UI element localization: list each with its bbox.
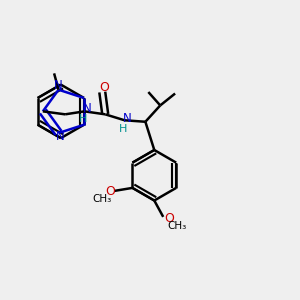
Text: N: N [54, 79, 63, 92]
Text: N: N [83, 102, 92, 115]
Text: O: O [105, 185, 115, 198]
Text: CH₃: CH₃ [167, 221, 186, 231]
Text: O: O [164, 212, 174, 225]
Text: N: N [123, 112, 132, 125]
Text: O: O [99, 81, 109, 94]
Text: H: H [79, 114, 87, 124]
Text: CH₃: CH₃ [92, 194, 112, 204]
Text: H: H [119, 124, 127, 134]
Text: N: N [56, 130, 64, 143]
